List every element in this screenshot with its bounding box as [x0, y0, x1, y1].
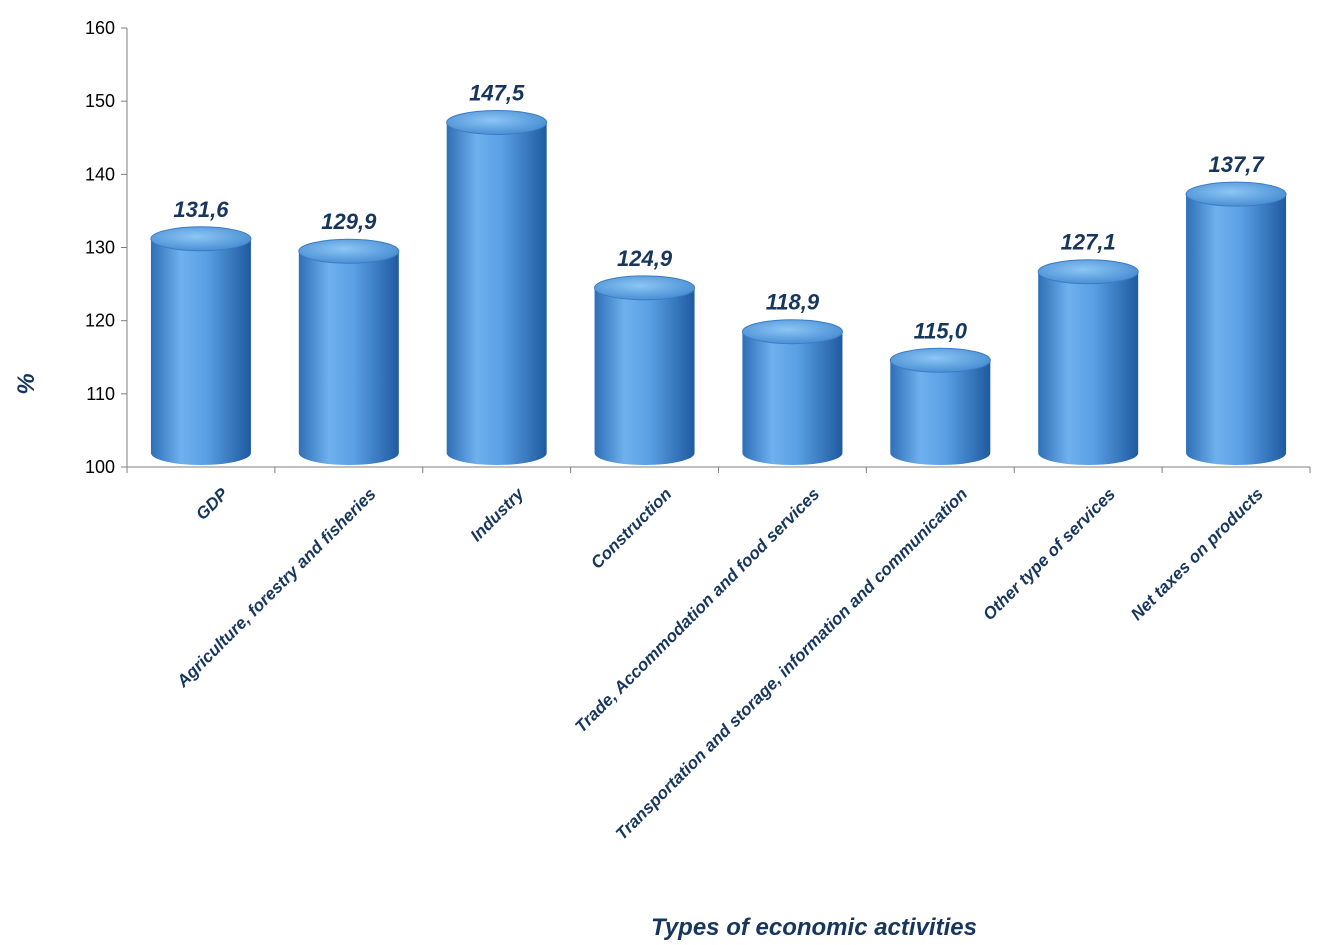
y-tick-label: 110 — [86, 384, 115, 404]
y-tick-label: 100 — [85, 457, 115, 477]
bar — [1037, 259, 1139, 465]
value-label: 131,6 — [173, 197, 229, 222]
bar-top — [298, 238, 400, 264]
bar-top — [446, 109, 548, 135]
y-tick-label: 140 — [85, 164, 115, 184]
x-axis — [126, 466, 1311, 473]
bar-body — [594, 287, 695, 465]
bar-top — [150, 226, 252, 252]
bar — [889, 347, 991, 465]
bar — [594, 275, 696, 465]
bar-body — [298, 251, 399, 465]
value-label: 124,9 — [617, 246, 673, 271]
bar — [298, 238, 400, 465]
category-label: Industry — [467, 483, 529, 545]
bar-top — [594, 275, 696, 301]
bar — [446, 109, 548, 465]
bar-body — [742, 331, 843, 465]
bar-top — [741, 319, 843, 345]
y-tick-label: 160 — [85, 18, 115, 38]
category-label: Transportation and storage, information … — [612, 484, 971, 843]
bar-top — [1185, 181, 1287, 207]
bar-top — [889, 347, 991, 373]
value-label: 147,5 — [469, 80, 525, 105]
bar-body — [446, 122, 547, 465]
category-label: Trade, Accommodation and food services — [571, 484, 823, 736]
category-label: Other type of services — [979, 484, 1119, 624]
category-label: Construction — [587, 484, 675, 572]
bars — [150, 109, 1287, 465]
bar — [1185, 181, 1287, 465]
value-label: 115,0 — [914, 318, 968, 343]
x-axis-title: Types of economic activities — [651, 914, 977, 941]
y-tick-label: 130 — [85, 238, 115, 258]
bar-body — [150, 238, 251, 465]
value-label: 129,9 — [321, 209, 377, 234]
y-tick-label: 120 — [85, 311, 115, 331]
y-tick-label: 150 — [85, 91, 115, 111]
value-label: 127,1 — [1061, 230, 1116, 255]
bar-body — [890, 360, 991, 465]
category-label: Net taxes on products — [1127, 484, 1267, 624]
bar-top — [1037, 259, 1139, 285]
category-label: GDP — [192, 484, 232, 524]
value-label: 137,7 — [1209, 152, 1266, 177]
value-label: 118,9 — [766, 290, 820, 315]
bar — [150, 226, 252, 465]
bar-body — [1186, 194, 1287, 465]
bar — [741, 319, 843, 465]
y-axis-title: % — [13, 373, 40, 394]
value-labels: 131,6 129,9 147,5 124,9 118,9 115,0 127,1 137,7 — [173, 80, 1265, 343]
y-axis: 100 110 120 130 140 150 160 — [85, 18, 128, 477]
bar-body — [1038, 271, 1139, 465]
